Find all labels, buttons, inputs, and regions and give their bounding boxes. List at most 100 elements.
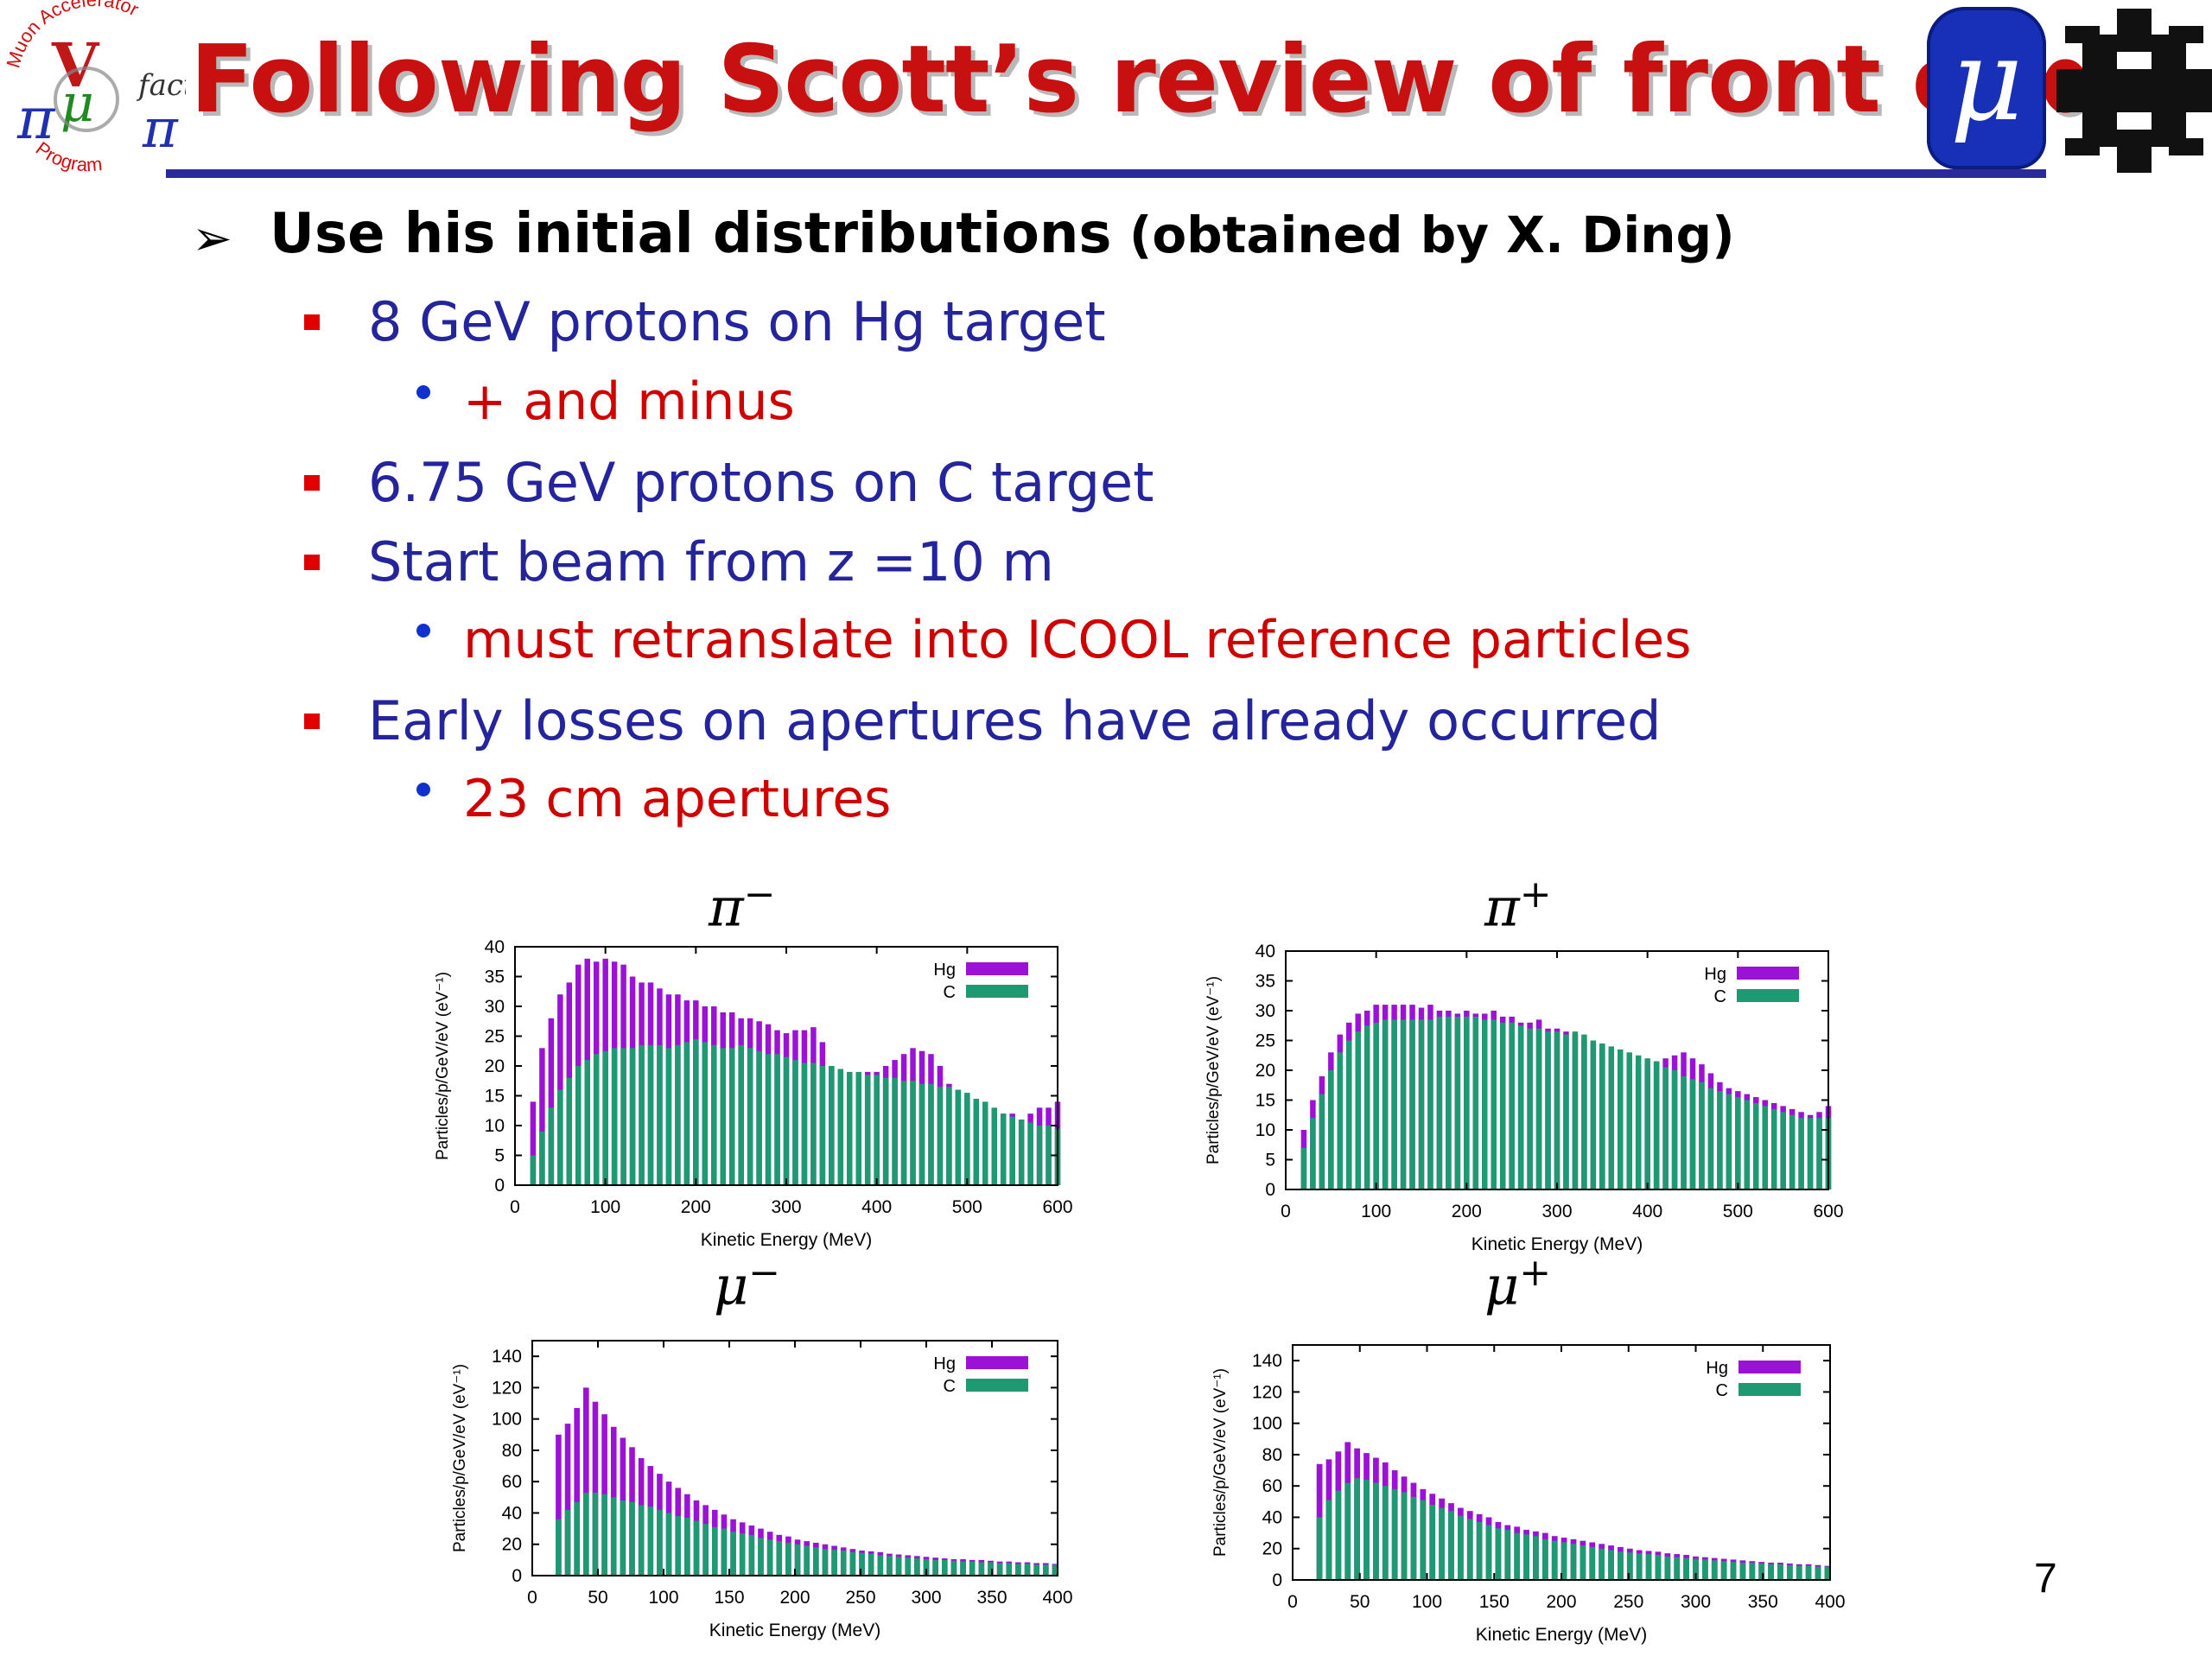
bar-c [584, 1060, 590, 1185]
bar-c [1319, 1094, 1325, 1189]
y-tick-label: 80 [1262, 1445, 1282, 1465]
bar-c [813, 1547, 819, 1576]
bar-c [1590, 1040, 1597, 1189]
bar-hg [548, 1018, 555, 1185]
bar-c [765, 1054, 772, 1185]
logo-script-text: fact [136, 68, 186, 103]
x-tick-label: 100 [1412, 1592, 1442, 1612]
x-tick-label: 0 [1287, 1592, 1298, 1612]
bar-c [1626, 1052, 1632, 1189]
y-tick-label: 5 [1265, 1151, 1275, 1170]
bar-c [1036, 1126, 1043, 1185]
bar-c [1545, 1031, 1551, 1189]
bar-c [1749, 1563, 1756, 1580]
bar-c [711, 1044, 717, 1185]
bar-c [1720, 1561, 1727, 1580]
legend-label: C [1714, 987, 1726, 1006]
y-tick-label: 30 [1255, 1001, 1275, 1021]
svg-text:V: V [51, 29, 100, 101]
bar-c [1599, 1548, 1605, 1580]
bar-c [693, 1038, 699, 1185]
legend-swatch [966, 962, 1028, 975]
bar-c [855, 1071, 861, 1185]
legend-swatch [966, 985, 1028, 998]
bar-c [868, 1553, 874, 1576]
bar-c [1572, 1031, 1579, 1189]
x-tick-label: 500 [1723, 1202, 1753, 1221]
bar-c [1655, 1554, 1662, 1580]
bar-c [829, 1066, 835, 1185]
bar-c [675, 1044, 681, 1185]
bar-c [1699, 1082, 1705, 1189]
x-tick-label: 150 [714, 1588, 744, 1608]
bar-c [1618, 1551, 1624, 1580]
y-tick-label: 35 [1255, 972, 1275, 992]
bar-c [1325, 1500, 1332, 1580]
bar-c [1777, 1564, 1783, 1580]
bar-c [1373, 1482, 1379, 1580]
bar-hg [583, 1387, 589, 1576]
x-tick-label: 600 [1042, 1197, 1072, 1217]
bar-c [988, 1562, 994, 1576]
bar-c [822, 1549, 829, 1576]
bar-c [1015, 1564, 1021, 1576]
y-tick-label: 15 [485, 1087, 505, 1107]
bar-c [859, 1552, 865, 1576]
y-tick-label: 0 [1265, 1180, 1275, 1200]
bar-c [1472, 1016, 1479, 1189]
x-tick-label: 400 [1632, 1202, 1662, 1221]
bar-c [792, 1060, 798, 1185]
chart-mu-minus: 0 50 100 150 200 250 300 350 400 0 20 40 60 80 100 120 1… [415, 1326, 1106, 1658]
bar-c [831, 1550, 837, 1576]
bar-c [1052, 1564, 1058, 1576]
bar-c [900, 1081, 907, 1185]
x-axis-label: Kinetic Energy (MeV) [701, 1230, 872, 1250]
x-tick-label: 250 [1613, 1592, 1643, 1612]
bullet-level2: 8 GeV protons on Hg target [368, 290, 1106, 353]
bar-c [1009, 1116, 1015, 1185]
bar-c [748, 1534, 755, 1576]
panel-title-mu-minus: μ− [714, 1251, 781, 1317]
y-tick-label: 40 [1262, 1507, 1282, 1527]
square-bullet-icon [304, 314, 320, 330]
bar-c [1418, 1019, 1425, 1189]
bar-c [1024, 1564, 1031, 1576]
bar-c [1000, 1113, 1007, 1185]
bar-c [1363, 1025, 1370, 1189]
bar-c [1570, 1544, 1577, 1580]
bar-c [675, 1516, 682, 1576]
chart-svg: 0 50 100 150 200 250 300 350 400 0 20 40 60 80 100 120 1… [1211, 1344, 1846, 1645]
x-axis-label: Kinetic Energy (MeV) [1471, 1234, 1643, 1254]
bar-c [566, 1077, 573, 1185]
bar-c [1401, 1492, 1408, 1580]
x-tick-label: 300 [771, 1197, 801, 1217]
map-logo-graphic: Muon Accelerator Program V π μ fact π [2, 0, 195, 175]
bar-c [910, 1081, 916, 1185]
bar-c [1400, 1019, 1407, 1189]
bar-c [665, 1513, 672, 1576]
bar-c [548, 1107, 555, 1185]
series-c [530, 1038, 1061, 1185]
bar-c [1043, 1564, 1049, 1576]
bullet-level2: 6.75 GeV protons on C target [368, 451, 1154, 514]
series-c [556, 1492, 1058, 1576]
bar-c [1300, 1147, 1307, 1189]
bar-c [1702, 1559, 1708, 1580]
chart-pi-minus: 0 100 200 300 400 500 600 0 5 10 15 20 25 30 35 40 Kinet… [415, 933, 1106, 1265]
y-tick-label: 5 [494, 1146, 505, 1166]
bar-c [973, 1098, 980, 1185]
bar-c [864, 1075, 871, 1185]
bar-c [783, 1056, 790, 1185]
bar-c [720, 1048, 726, 1185]
bar-c [918, 1083, 925, 1185]
bar-c [1805, 1565, 1812, 1580]
bar-c [1789, 1114, 1796, 1189]
legend-swatch [1737, 989, 1799, 1002]
legend-label: Hg [1706, 1359, 1728, 1378]
x-tick-label: 100 [590, 1197, 620, 1217]
legend-swatch [966, 1356, 1028, 1369]
bar-c [955, 1089, 962, 1185]
bar-c [960, 1561, 966, 1576]
bar-c [1815, 1566, 1821, 1580]
y-tick-label: 30 [485, 997, 505, 1017]
